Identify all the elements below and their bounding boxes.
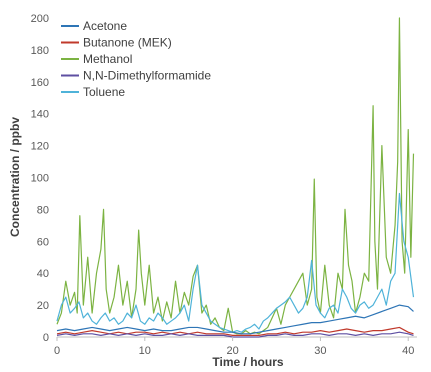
legend-label: Butanone (MEK) [83,36,172,50]
y-tick-label: 60 [37,236,49,248]
series-line-butanone-mek [56,326,414,336]
series-line-acetone [56,304,414,335]
x-tick-label: 30 [314,345,326,357]
x-tick-label: 20 [226,345,238,357]
x-tick-label: 10 [139,345,151,357]
y-tick-label: 40 [37,268,49,280]
y-tick-label: 20 [37,300,49,312]
x-tick-label: 0 [54,345,60,357]
x-axis-title: Time / hours [212,355,283,369]
legend-label: Methanol [83,52,132,66]
y-tick-label: 0 [43,332,49,344]
y-tick-label: 100 [31,173,49,185]
legend-label: N,N-Dimethylformamide [83,69,211,83]
legend-label: Acetone [83,19,127,33]
series-line-toluene [56,192,415,333]
x-axis-ticks: 0 10 20 30 40 [54,337,414,357]
y-tick-label: 120 [31,141,49,153]
legend: Acetone Butanone (MEK) Methanol N,N-Dimethy… [61,19,211,99]
legend-label: Toluene [83,85,125,99]
series-line-n-n-dimethylformamide [56,331,414,338]
y-axis-ticks: 0 20 40 60 80 100 120 140 160 180 200 [31,13,49,344]
y-axis-title: Concentration / ppbv [8,117,22,237]
y-tick-label: 180 [31,45,49,57]
y-tick-label: 200 [31,13,49,25]
x-tick-label: 40 [402,345,414,357]
y-tick-label: 80 [37,204,49,216]
y-tick-label: 160 [31,77,49,89]
series-layer [56,17,415,338]
y-tick-label: 140 [31,109,49,121]
